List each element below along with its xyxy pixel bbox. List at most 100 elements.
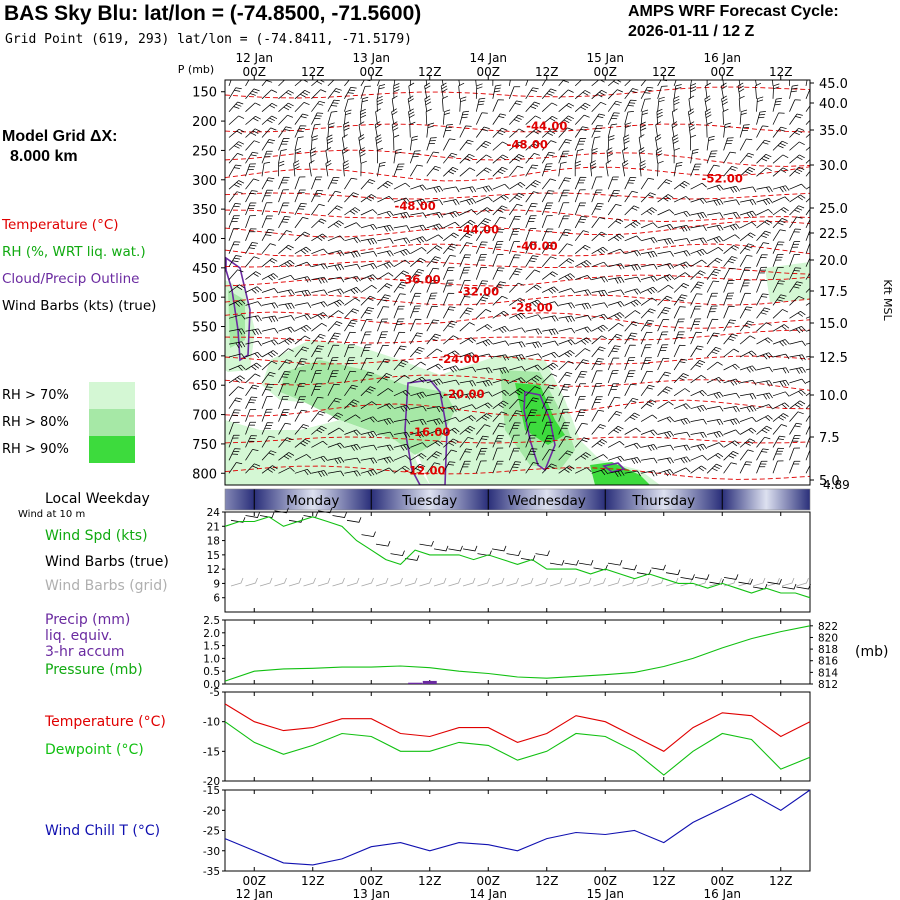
wind-barb [294,383,306,396]
wind-barb [789,389,806,397]
wind-barb [706,150,718,164]
wind-barb [360,251,378,257]
panel-y-tick-label: -30 [203,846,220,858]
wind-barb [739,109,748,125]
wind-barb [410,453,427,461]
wind-barb [772,140,788,151]
wind-barb [476,218,491,229]
wind-barb [492,447,504,461]
wind-barb [476,379,493,387]
wind-barb [245,315,262,322]
wind-barb [690,225,707,231]
wind-barb [805,146,810,151]
wind-barb [228,314,246,320]
wind-barb [377,224,394,232]
wind-barb [673,84,682,99]
wind-barb [772,167,789,177]
wind-barb [341,147,349,164]
wind-barb [541,151,555,164]
wind-barb [509,327,526,333]
wind-barb [508,228,520,241]
wind-barb [655,134,662,151]
wind-barb [278,126,292,138]
wind-barb [327,412,344,422]
wind-barb [261,339,279,346]
wind-barb [377,388,394,397]
wind-barb [459,242,473,254]
wind-barb [261,177,275,190]
grid-wind-barb [767,577,780,587]
wind-barb [805,403,810,409]
panel-y-tick-label: 6 [213,593,220,605]
wind-barb [789,400,806,409]
wind-barb [326,134,333,151]
wind-barb [591,89,607,100]
wind-barb [525,434,537,448]
wind-barb [245,396,258,409]
wind-barb [393,374,410,384]
wind-barb [606,147,613,164]
grid-wind-barb [607,577,621,587]
wind-barb [245,256,260,267]
wind-barb [772,324,790,332]
panel-frame [224,789,811,872]
wind-barb [409,164,423,177]
wind-barb [377,283,393,293]
wind-barb [228,164,242,177]
wind-barb [541,190,555,203]
wind-barb [690,248,708,257]
wind-barb [508,241,520,254]
wind-barb [805,88,810,99]
wind-barb [690,259,707,268]
true-wind-barb [723,574,739,580]
wind-barb [492,367,510,374]
time-tick-label-bottom: 12Z [535,874,559,888]
wind-barb [261,350,279,358]
wind-barb [509,114,524,125]
wind-barb [393,237,411,244]
wind-barb [789,99,801,112]
wind-barb [311,425,327,435]
wind-barb [657,238,674,245]
wind-barb [509,297,526,306]
wind-barbs-true-label: Wind Barbs (true) [45,554,169,570]
wind-barb [574,90,591,100]
wind-barb [509,312,526,321]
wind-barb [442,461,456,474]
date-label-bottom: 15 Jan [586,887,624,900]
wind-barb [756,254,768,267]
wind-barb [657,401,674,410]
wind-barb [558,422,571,435]
wind-barb [624,220,641,229]
wind-barb [690,454,707,461]
wind-barb [508,447,520,461]
wind-barb [805,329,810,332]
wind-barb [245,228,257,241]
wind-barb [772,80,774,86]
wind-barb [789,326,806,334]
wind-barb [756,139,771,151]
wind-barb [426,199,444,206]
wind-barb [608,263,625,270]
wind-barb [278,337,295,345]
wind-barb [245,351,262,359]
temperature-contour [225,355,810,365]
wind-barb [657,344,669,358]
wind-barb [459,198,477,206]
wind-barb [541,271,558,280]
wind-barb [673,272,691,280]
wind-barb [723,378,740,386]
wind-barb [690,345,704,358]
weekday-label: Local Weekday [45,491,150,507]
weekday-segment [371,489,489,510]
wind-barb [459,322,475,332]
wind-barb [475,229,490,242]
pressure-tick-label: 350 [192,203,217,218]
temperature-contour-label: -28.00 [512,301,553,315]
wind-barb [723,440,740,448]
wind-barb [723,319,736,332]
wind-barb [278,326,295,333]
wind-barb [624,276,641,283]
wind-barb [624,99,637,112]
wind-barb [459,219,476,229]
